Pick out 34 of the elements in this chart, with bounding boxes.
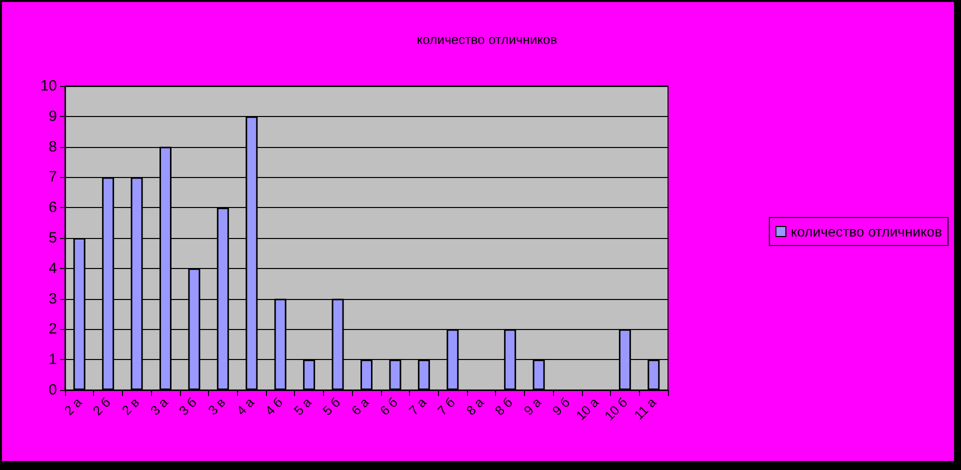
x-tick-label: 8 б [492,394,516,418]
chart-title: количество отличников [416,32,558,47]
x-tick-label: 9 б [549,394,573,418]
x-tick-label: 9 а [520,394,545,418]
x-tick-label: 7 б [434,394,458,418]
x-tick-label: 5 а [290,394,315,418]
x-tick-label: 11 а [631,394,660,422]
y-tick-label: 10 [40,78,57,94]
y-tick-label: 4 [48,260,57,277]
x-tick-label: 3 а [147,394,172,418]
x-tick-label: 2 в [118,394,142,418]
x-tick-label: 2 а [61,394,86,418]
x-tick-label: 10 а [573,394,602,424]
y-tick-label: 1 [48,351,57,368]
x-tick-label: 10 б [602,394,630,424]
y-tick-label: 5 [48,230,57,246]
x-tick-label: 3 в [205,394,228,418]
y-tick-label: 8 [48,138,57,156]
y-tick-label: 9 [48,108,57,125]
x-tick-label: 4 а [234,394,258,418]
y-tick-label: 6 [48,199,57,216]
x-tick-label: 7 а [406,394,430,418]
x-tick-label: 6 б [376,394,401,418]
y-tick-label: 0 [48,382,57,398]
y-tick-label: 2 [48,320,57,338]
y-tick-label: 3 [48,290,57,308]
y-tick-label: 7 [48,168,57,186]
x-tick-label: 6 а [348,394,372,418]
x-tick-label: 3 б [176,394,200,418]
x-tick-label: 5 б [320,394,344,418]
legend-label: количество отличников [790,224,942,240]
x-tick-label: 8 а [463,394,488,418]
x-tick-label: 4 б [262,394,286,418]
x-tick-label: 2 б [90,394,114,418]
